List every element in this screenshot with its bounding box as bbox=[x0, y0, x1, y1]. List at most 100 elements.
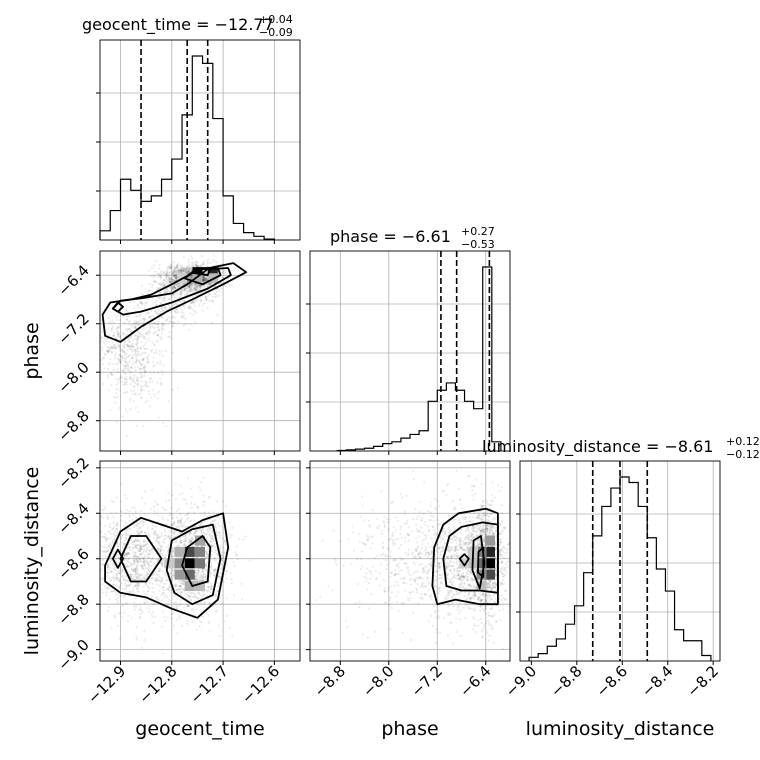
sample-point bbox=[189, 287, 192, 290]
sample-point bbox=[140, 300, 143, 303]
sample-point bbox=[177, 270, 180, 273]
sample-point bbox=[201, 591, 204, 594]
sample-point bbox=[134, 557, 137, 560]
sample-point bbox=[127, 315, 130, 318]
sample-point bbox=[156, 503, 159, 506]
sample-point bbox=[108, 545, 111, 549]
sample-point bbox=[128, 590, 131, 594]
sample-point bbox=[199, 287, 202, 290]
sample-point bbox=[160, 316, 163, 319]
sample-point bbox=[228, 521, 231, 524]
sample-point bbox=[127, 345, 131, 348]
sample-point bbox=[147, 610, 150, 613]
sample-point bbox=[181, 304, 184, 308]
sample-point bbox=[112, 583, 115, 587]
sample-point bbox=[116, 545, 119, 548]
sample-point bbox=[156, 313, 159, 316]
sample-point bbox=[106, 349, 109, 352]
sample-point bbox=[173, 274, 177, 277]
sample-point bbox=[211, 299, 214, 303]
sample-point bbox=[101, 509, 104, 512]
sample-point bbox=[139, 526, 142, 529]
sample-point bbox=[190, 540, 193, 543]
sample-point bbox=[161, 610, 164, 613]
sample-point bbox=[210, 540, 213, 543]
sample-point bbox=[118, 579, 121, 582]
sample-point bbox=[134, 585, 137, 588]
sample-point bbox=[177, 282, 180, 285]
sample-point bbox=[210, 521, 213, 524]
sample-point bbox=[160, 277, 163, 280]
sample-point bbox=[134, 348, 137, 351]
sample-point bbox=[125, 529, 128, 532]
sample-point bbox=[117, 344, 120, 347]
sample-point bbox=[129, 561, 132, 565]
sample-point bbox=[143, 556, 146, 559]
sample-point bbox=[486, 597, 489, 600]
sample-point bbox=[207, 258, 210, 261]
sample-point bbox=[180, 624, 183, 628]
sample-point bbox=[179, 584, 182, 588]
sample-point bbox=[204, 277, 207, 280]
sample-point bbox=[107, 367, 110, 371]
sample-point bbox=[178, 264, 181, 267]
sample-point bbox=[160, 563, 163, 566]
sample-point bbox=[215, 609, 218, 613]
sample-point bbox=[153, 326, 156, 330]
sample-point bbox=[109, 322, 112, 325]
sample-point bbox=[160, 306, 163, 309]
sample-point bbox=[219, 534, 222, 537]
sample-point bbox=[181, 269, 184, 272]
sample-point bbox=[113, 530, 116, 533]
sample-point bbox=[148, 552, 152, 555]
sample-point bbox=[114, 345, 117, 349]
sample-point bbox=[113, 347, 116, 350]
sample-point bbox=[132, 562, 135, 565]
sample-point bbox=[137, 330, 140, 333]
sample-point bbox=[182, 311, 185, 314]
sample-point bbox=[160, 316, 163, 319]
sample-point bbox=[124, 334, 127, 337]
sample-point bbox=[106, 350, 110, 353]
sample-point bbox=[118, 345, 121, 348]
sample-point bbox=[124, 377, 127, 380]
sample-point bbox=[156, 334, 159, 337]
sample-point bbox=[117, 381, 120, 384]
sample-point bbox=[171, 325, 174, 328]
sample-point bbox=[115, 554, 119, 557]
sample-point bbox=[171, 591, 174, 594]
sample-point bbox=[135, 567, 139, 570]
sample-point bbox=[207, 621, 210, 625]
sample-point bbox=[121, 568, 125, 572]
sample-point bbox=[133, 559, 136, 563]
sample-point bbox=[183, 267, 186, 270]
sample-point bbox=[191, 296, 194, 299]
sample-point bbox=[129, 371, 132, 374]
sample-point bbox=[139, 348, 142, 351]
sample-point bbox=[199, 284, 202, 287]
sample-point bbox=[162, 271, 166, 274]
sample-point bbox=[187, 605, 190, 608]
sample-point bbox=[436, 543, 440, 546]
sample-point bbox=[207, 496, 210, 499]
sample-point bbox=[168, 280, 171, 283]
sample-point bbox=[212, 511, 215, 514]
sample-point bbox=[129, 327, 132, 330]
sample-point bbox=[162, 422, 165, 425]
sample-point bbox=[135, 569, 138, 572]
sample-point bbox=[179, 484, 182, 487]
sample-point bbox=[181, 267, 184, 270]
sample-point bbox=[107, 333, 110, 336]
sample-point bbox=[216, 590, 219, 593]
sample-point bbox=[217, 522, 220, 525]
sample-point bbox=[208, 293, 211, 296]
sample-point bbox=[359, 568, 362, 571]
sample-point bbox=[187, 261, 190, 264]
sample-point bbox=[163, 309, 167, 312]
sample-point bbox=[190, 506, 193, 509]
sample-point bbox=[208, 602, 211, 606]
sample-point bbox=[142, 352, 145, 355]
sample-point bbox=[193, 287, 196, 290]
sample-point bbox=[124, 579, 127, 583]
sample-point bbox=[106, 609, 109, 613]
